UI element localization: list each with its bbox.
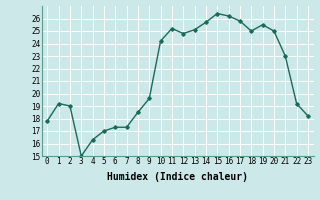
X-axis label: Humidex (Indice chaleur): Humidex (Indice chaleur) [107, 172, 248, 182]
